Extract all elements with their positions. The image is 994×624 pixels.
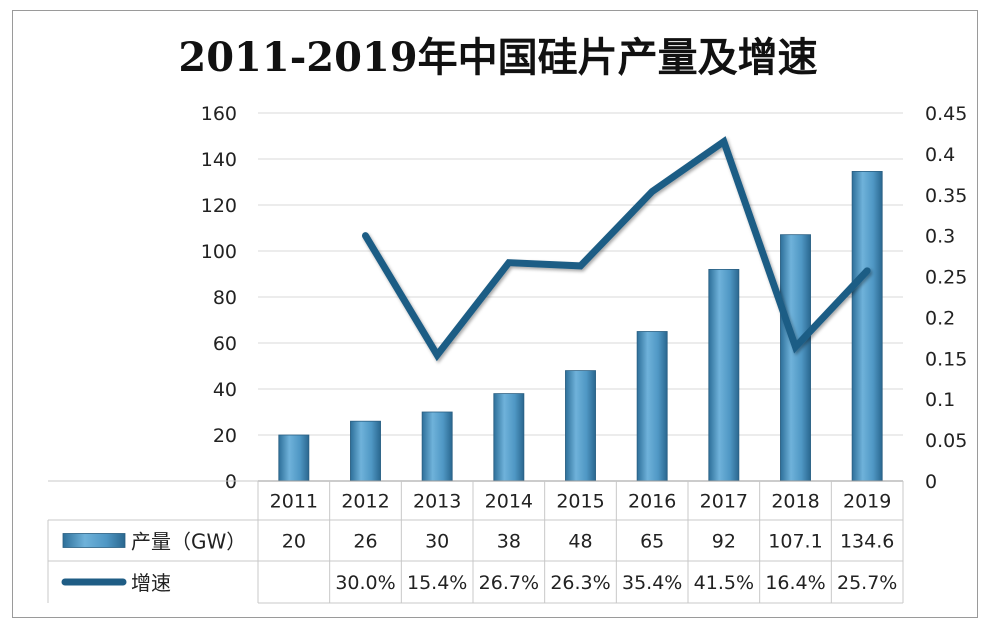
chart-frame: 2011-2019年中国硅片产量及增速 0 20 40 60 80 100 120 140 16…: [12, 10, 978, 618]
bar-value-label: 134.6: [840, 531, 894, 553]
y2-tick-label: 0.2: [925, 307, 955, 329]
y2-tick-label: 0.15: [925, 348, 967, 370]
line-value-label: 35.4%: [622, 572, 682, 594]
bar: [636, 331, 668, 482]
y-axis-left-ticks: 0 20 40 60 80 100 120 140 160: [201, 103, 237, 493]
bar-value-label: 26: [353, 531, 377, 553]
y2-tick-label: 0.1: [925, 389, 955, 411]
x-tick-label: 2016: [628, 491, 676, 513]
y2-tick-label: 0.05: [925, 430, 967, 452]
y-tick-label: 140: [201, 149, 237, 171]
y-tick-label: 80: [213, 287, 237, 309]
bar-value-label: 92: [712, 531, 736, 553]
line-growth-rate: [362, 136, 871, 362]
y-tick-label: 120: [201, 195, 237, 217]
bar: [278, 434, 310, 482]
gridlines: [258, 112, 903, 436]
x-tick-label: 2015: [556, 491, 604, 513]
x-tick-label: 2017: [700, 491, 748, 513]
y-tick-label: 100: [201, 241, 237, 263]
x-tick-label: 2018: [771, 491, 819, 513]
bar: [780, 234, 811, 482]
bar: [708, 268, 740, 482]
y-tick-label: 40: [213, 379, 237, 401]
y-tick-label: 20: [213, 425, 237, 447]
bar: [350, 420, 381, 482]
y-tick-label: 160: [201, 103, 237, 125]
line-value-label: 26.7%: [479, 572, 539, 594]
bar-value-label: 48: [568, 531, 592, 553]
bar-value-label: 30: [425, 531, 449, 553]
x-tick-label: 2014: [485, 491, 533, 513]
bar: [493, 393, 525, 482]
line-value-label: 25.7%: [837, 572, 897, 594]
bar-value-label: 20: [282, 531, 306, 553]
y2-tick-label: 0.3: [925, 226, 955, 248]
y2-tick-label: 0.35: [925, 185, 967, 207]
y2-tick-label: 0.25: [925, 267, 967, 289]
chart-svg: 2011-2019年中国硅片产量及增速 0 20 40 60 80 100 120 140 16…: [47, 34, 967, 604]
x-tick-label: 2013: [413, 491, 461, 513]
y2-tick-label: 0: [925, 471, 937, 493]
line-value-label: 26.3%: [550, 572, 610, 594]
y-axis-right-ticks: 0 0.05 0.1 0.15 0.2 0.25 0.3 0.35 0.4 0.45: [925, 103, 967, 493]
x-tick-label: 2012: [341, 491, 389, 513]
legend-key-bar: [62, 533, 126, 548]
line-value-label: 30.0%: [335, 572, 395, 594]
line-value-label: 41.5%: [694, 572, 754, 594]
bar: [851, 171, 883, 482]
line-value-label: 15.4%: [407, 572, 467, 594]
bar-value-label: 107.1: [768, 531, 822, 553]
y-tick-label: 60: [213, 333, 237, 355]
bar-value-label: 65: [640, 531, 664, 553]
legend-label-line: 增速: [131, 571, 171, 595]
bar-value-label: 38: [497, 531, 521, 553]
legend-label-bar: 产量（GW）: [131, 530, 246, 554]
y2-tick-label: 0.45: [925, 103, 967, 125]
y-tick-label: 0: [225, 471, 237, 493]
y2-tick-label: 0.4: [925, 144, 955, 166]
line-series: [362, 136, 871, 362]
bar-series: [278, 171, 883, 482]
line-value-label: 16.4%: [765, 572, 825, 594]
bar: [565, 370, 596, 482]
data-table: 2011 2012 2013 2014 2015 2016 2017 2018 2019 20 26…: [47, 480, 904, 604]
bar: [421, 411, 453, 482]
x-tick-label: 2019: [843, 491, 891, 513]
chart-title: 2011-2019年中国硅片产量及增速: [178, 34, 817, 81]
x-tick-label: 2011: [270, 491, 318, 513]
